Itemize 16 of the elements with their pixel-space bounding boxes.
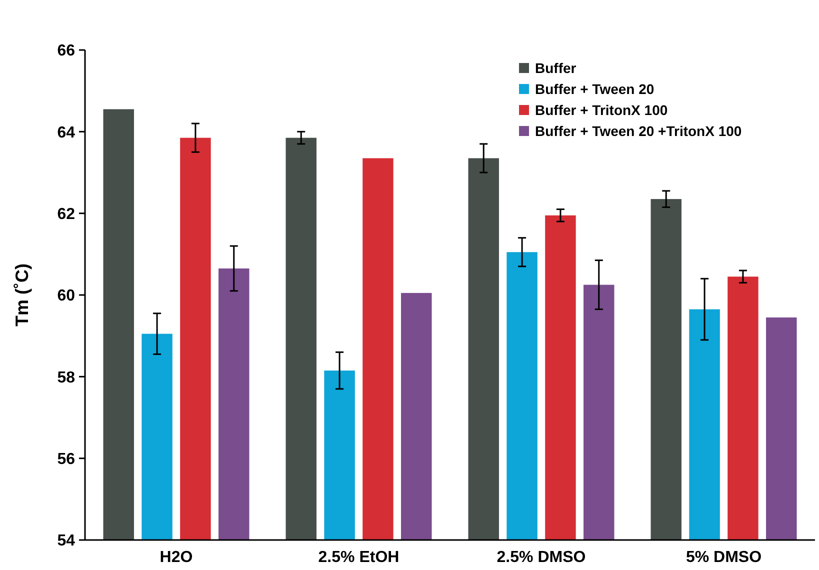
x-tick-label: 2.5% DMSO xyxy=(496,549,586,566)
legend-label: Buffer xyxy=(535,60,577,76)
y-tick-label: 66 xyxy=(57,42,76,60)
x-tick-label: H2O xyxy=(160,549,193,566)
x-tick-label: 5% DMSO xyxy=(686,549,762,566)
y-tick-label: 60 xyxy=(57,288,76,305)
y-tick-label: 62 xyxy=(57,206,76,223)
y-tick-label: 64 xyxy=(57,124,76,142)
y-tick-label: 54 xyxy=(57,532,76,550)
legend-label: Buffer + TritonX 100 xyxy=(535,102,668,118)
y-tick-label: 58 xyxy=(57,369,76,386)
y-tick-label: 56 xyxy=(57,450,76,468)
legend-label: Buffer + Tween 20 xyxy=(535,80,654,97)
y-axis-title: Tm (˚C) xyxy=(12,264,32,326)
legend-label: Buffer + Tween 20 +TritonX 100 xyxy=(535,122,742,139)
x-tick-label: 2.5% EtOH xyxy=(318,549,400,566)
